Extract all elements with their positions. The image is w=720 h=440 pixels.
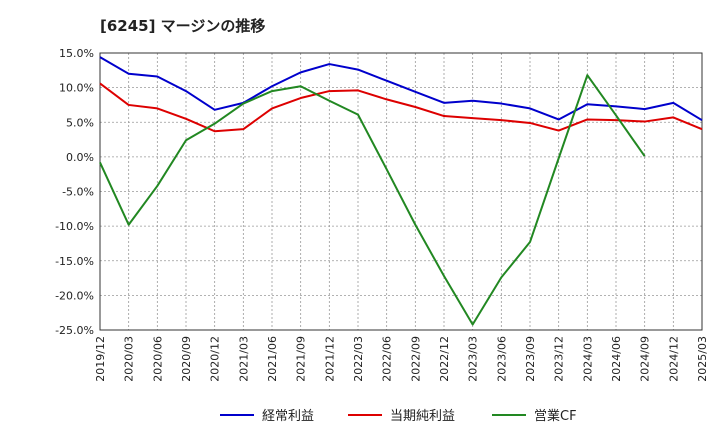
series-line — [99, 82, 703, 133]
y-tick-label: -20.0% — [55, 289, 94, 302]
x-tick-label: 2020/06 — [151, 336, 164, 382]
x-tick-label: 2022/09 — [409, 336, 422, 382]
x-tick-label: 2024/12 — [667, 336, 680, 382]
x-tick-label: 2023/12 — [553, 336, 566, 382]
y-tick-label: 10.0% — [59, 82, 94, 95]
y-tick-label: 15.0% — [59, 47, 94, 60]
x-tick-label: 2021/09 — [295, 336, 308, 382]
x-tick-label: 2023/03 — [467, 336, 480, 382]
x-tick-label: 2024/06 — [610, 336, 623, 382]
y-tick-label: -25.0% — [55, 324, 94, 337]
x-tick-label: 2021/12 — [323, 336, 336, 382]
x-tick-label: 2024/03 — [581, 336, 594, 382]
chart-title: [6245] マージンの推移 — [100, 17, 266, 35]
x-tick-label: 2020/09 — [180, 336, 193, 382]
axes: 15.0% 10.0% 5.0% 0.0% -5.0% -10.0% -15.0% -20.0… — [55, 47, 709, 382]
x-tick-label: 2020/03 — [123, 336, 136, 382]
x-tick-label: 2025/03 — [696, 336, 709, 382]
legend-label: 当期純利益 — [390, 409, 455, 424]
x-tick-label: 2021/03 — [237, 336, 250, 382]
y-tick-label: -10.0% — [55, 220, 94, 233]
plot-frame — [99, 52, 703, 331]
x-tick-label: 2022/03 — [352, 336, 365, 382]
y-tick-label: -15.0% — [55, 255, 94, 268]
x-tick-label: 2023/09 — [524, 336, 537, 382]
x-tick-label: 2019/12 — [94, 336, 107, 382]
series-line — [99, 56, 703, 122]
legend-label: 経常利益 — [262, 409, 314, 424]
y-tick-label: 5.0% — [66, 116, 94, 129]
x-tick-label: 2024/09 — [639, 336, 652, 382]
y-tick-label: -5.0% — [62, 186, 94, 199]
x-tick-label: 2021/06 — [266, 336, 279, 382]
x-tick-label: 2020/12 — [209, 336, 222, 382]
legend-label: 営業CF — [534, 408, 577, 424]
series-line — [99, 74, 646, 326]
x-tick-label: 2022/06 — [381, 336, 394, 382]
y-tick-label: 0.0% — [66, 151, 94, 164]
x-tick-label: 2023/06 — [495, 336, 508, 382]
series-lines — [99, 56, 703, 326]
legend: 経常利益 当期純利益 営業CF — [220, 408, 577, 424]
x-tick-label: 2022/12 — [438, 336, 451, 382]
